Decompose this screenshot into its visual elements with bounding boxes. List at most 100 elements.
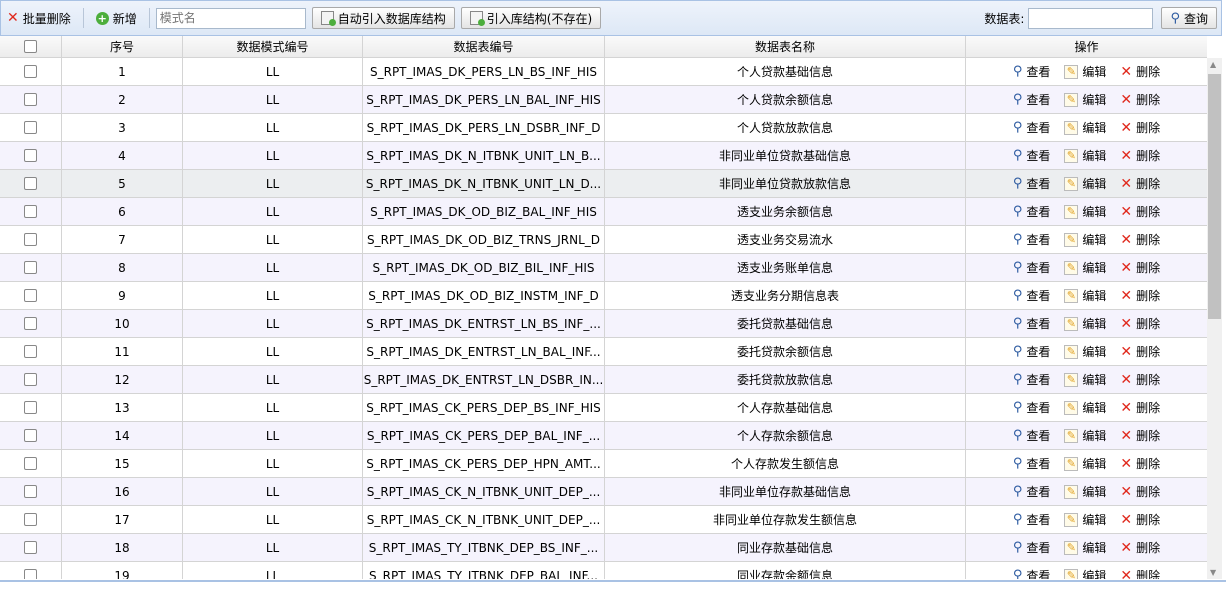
row-checkbox[interactable] — [24, 177, 37, 190]
edit-link[interactable]: ✎ 编辑 — [1064, 91, 1106, 108]
table-row[interactable]: 12 LL S_RPT_IMAS_DK_ENTRST_LN_DSBR_IN...… — [0, 366, 1207, 394]
auto-import-button[interactable]: 自动引入数据库结构 — [311, 7, 455, 29]
add-button[interactable]: + 新增 — [90, 6, 143, 30]
row-checkbox[interactable] — [24, 485, 37, 498]
select-all-checkbox[interactable] — [24, 40, 37, 53]
edit-link[interactable]: ✎ 编辑 — [1064, 63, 1106, 80]
table-row[interactable]: 9 LL S_RPT_IMAS_DK_OD_BIZ_INSTM_INF_D 透支… — [0, 282, 1207, 310]
view-link[interactable]: ⚲ 查看 — [1013, 147, 1051, 164]
delete-link[interactable]: ✕ 删除 — [1120, 259, 1160, 276]
edit-link[interactable]: ✎ 编辑 — [1064, 203, 1106, 220]
table-row[interactable]: 1 LL S_RPT_IMAS_DK_PERS_LN_BS_INF_HIS 个人… — [0, 58, 1207, 86]
delete-link[interactable]: ✕ 删除 — [1120, 203, 1160, 220]
view-link[interactable]: ⚲ 查看 — [1013, 455, 1051, 472]
table-search-input[interactable] — [1028, 7, 1154, 29]
table-row[interactable]: 3 LL S_RPT_IMAS_DK_PERS_LN_DSBR_INF_D 个人… — [0, 114, 1207, 142]
row-checkbox[interactable] — [24, 233, 37, 246]
table-row[interactable]: 10 LL S_RPT_IMAS_DK_ENTRST_LN_BS_INF_...… — [0, 310, 1207, 338]
table-row[interactable]: 6 LL S_RPT_IMAS_DK_OD_BIZ_BAL_INF_HIS 透支… — [0, 198, 1207, 226]
view-link[interactable]: ⚲ 查看 — [1013, 315, 1051, 332]
column-header-table-name[interactable]: 数据表名称 — [605, 36, 966, 57]
delete-link[interactable]: ✕ 删除 — [1120, 539, 1160, 556]
delete-link[interactable]: ✕ 删除 — [1120, 483, 1160, 500]
column-header-table-code[interactable]: 数据表编号 — [363, 36, 605, 57]
import-nonexist-button[interactable]: 引入库结构(不存在) — [460, 7, 602, 29]
table-row[interactable]: 18 LL S_RPT_IMAS_TY_ITBNK_DEP_BS_INF_...… — [0, 534, 1207, 562]
table-row[interactable]: 4 LL S_RPT_IMAS_DK_N_ITBNK_UNIT_LN_B... … — [0, 142, 1207, 170]
edit-link[interactable]: ✎ 编辑 — [1064, 399, 1106, 416]
edit-link[interactable]: ✎ 编辑 — [1064, 371, 1106, 388]
view-link[interactable]: ⚲ 查看 — [1013, 399, 1051, 416]
view-link[interactable]: ⚲ 查看 — [1013, 343, 1051, 360]
table-row[interactable]: 11 LL S_RPT_IMAS_DK_ENTRST_LN_BAL_INF...… — [0, 338, 1207, 366]
table-row[interactable]: 8 LL S_RPT_IMAS_DK_OD_BIZ_BIL_INF_HIS 透支… — [0, 254, 1207, 282]
row-checkbox[interactable] — [24, 65, 37, 78]
delete-link[interactable]: ✕ 删除 — [1120, 91, 1160, 108]
row-checkbox[interactable] — [24, 345, 37, 358]
edit-link[interactable]: ✎ 编辑 — [1064, 119, 1106, 136]
table-row[interactable]: 5 LL S_RPT_IMAS_DK_N_ITBNK_UNIT_LN_D... … — [0, 170, 1207, 198]
delete-link[interactable]: ✕ 删除 — [1120, 315, 1160, 332]
scroll-down-icon[interactable]: ▼ — [1210, 568, 1217, 577]
view-link[interactable]: ⚲ 查看 — [1013, 539, 1051, 556]
table-row[interactable]: 14 LL S_RPT_IMAS_CK_PERS_DEP_BAL_INF_...… — [0, 422, 1207, 450]
row-checkbox[interactable] — [24, 121, 37, 134]
delete-link[interactable]: ✕ 删除 — [1120, 343, 1160, 360]
view-link[interactable]: ⚲ 查看 — [1013, 259, 1051, 276]
view-link[interactable]: ⚲ 查看 — [1013, 371, 1051, 388]
delete-link[interactable]: ✕ 删除 — [1120, 147, 1160, 164]
view-link[interactable]: ⚲ 查看 — [1013, 175, 1051, 192]
table-row[interactable]: 13 LL S_RPT_IMAS_CK_PERS_DEP_BS_INF_HIS … — [0, 394, 1207, 422]
table-row[interactable]: 7 LL S_RPT_IMAS_DK_OD_BIZ_TRNS_JRNL_D 透支… — [0, 226, 1207, 254]
row-checkbox[interactable] — [24, 401, 37, 414]
row-checkbox[interactable] — [24, 373, 37, 386]
view-link[interactable]: ⚲ 查看 — [1013, 511, 1051, 528]
edit-link[interactable]: ✎ 编辑 — [1064, 427, 1106, 444]
edit-link[interactable]: ✎ 编辑 — [1064, 287, 1106, 304]
delete-link[interactable]: ✕ 删除 — [1120, 119, 1160, 136]
delete-link[interactable]: ✕ 删除 — [1120, 371, 1160, 388]
table-row[interactable]: 2 LL S_RPT_IMAS_DK_PERS_LN_BAL_INF_HIS 个… — [0, 86, 1207, 114]
view-link[interactable]: ⚲ 查看 — [1013, 231, 1051, 248]
row-checkbox[interactable] — [24, 429, 37, 442]
search-button[interactable]: ⚲ 查询 — [1161, 7, 1217, 29]
column-header-index[interactable]: 序号 — [62, 36, 183, 57]
view-link[interactable]: ⚲ 查看 — [1013, 63, 1051, 80]
edit-link[interactable]: ✎ 编辑 — [1064, 483, 1106, 500]
delete-link[interactable]: ✕ 删除 — [1120, 511, 1160, 528]
row-checkbox[interactable] — [24, 93, 37, 106]
table-row[interactable]: 19 LL S_RPT_IMAS_TY_ITBNK_DEP_BAL_INF...… — [0, 562, 1207, 579]
batch-delete-button[interactable]: ✕ 批量删除 — [1, 6, 77, 30]
row-checkbox[interactable] — [24, 569, 37, 579]
row-checkbox[interactable] — [24, 149, 37, 162]
delete-link[interactable]: ✕ 删除 — [1120, 427, 1160, 444]
delete-link[interactable]: ✕ 删除 — [1120, 63, 1160, 80]
view-link[interactable]: ⚲ 查看 — [1013, 91, 1051, 108]
view-link[interactable]: ⚲ 查看 — [1013, 427, 1051, 444]
edit-link[interactable]: ✎ 编辑 — [1064, 231, 1106, 248]
edit-link[interactable]: ✎ 编辑 — [1064, 539, 1106, 556]
table-row[interactable]: 16 LL S_RPT_IMAS_CK_N_ITBNK_UNIT_DEP_...… — [0, 478, 1207, 506]
edit-link[interactable]: ✎ 编辑 — [1064, 259, 1106, 276]
edit-link[interactable]: ✎ 编辑 — [1064, 175, 1106, 192]
delete-link[interactable]: ✕ 删除 — [1120, 399, 1160, 416]
column-header-schema[interactable]: 数据模式编号 — [183, 36, 363, 57]
table-row[interactable]: 15 LL S_RPT_IMAS_CK_PERS_DEP_HPN_AMT... … — [0, 450, 1207, 478]
row-checkbox[interactable] — [24, 261, 37, 274]
row-checkbox[interactable] — [24, 289, 37, 302]
schema-name-input[interactable] — [155, 7, 306, 29]
table-row[interactable]: 17 LL S_RPT_IMAS_CK_N_ITBNK_UNIT_DEP_...… — [0, 506, 1207, 534]
view-link[interactable]: ⚲ 查看 — [1013, 483, 1051, 500]
edit-link[interactable]: ✎ 编辑 — [1064, 147, 1106, 164]
delete-link[interactable]: ✕ 删除 — [1120, 287, 1160, 304]
edit-link[interactable]: ✎ 编辑 — [1064, 511, 1106, 528]
view-link[interactable]: ⚲ 查看 — [1013, 287, 1051, 304]
vertical-scrollbar[interactable]: ▲ ▼ — [1207, 58, 1222, 579]
edit-link[interactable]: ✎ 编辑 — [1064, 315, 1106, 332]
scrollbar-thumb[interactable] — [1208, 74, 1221, 319]
row-checkbox[interactable] — [24, 541, 37, 554]
delete-link[interactable]: ✕ 删除 — [1120, 567, 1160, 580]
view-link[interactable]: ⚲ 查看 — [1013, 119, 1051, 136]
view-link[interactable]: ⚲ 查看 — [1013, 203, 1051, 220]
row-checkbox[interactable] — [24, 457, 37, 470]
